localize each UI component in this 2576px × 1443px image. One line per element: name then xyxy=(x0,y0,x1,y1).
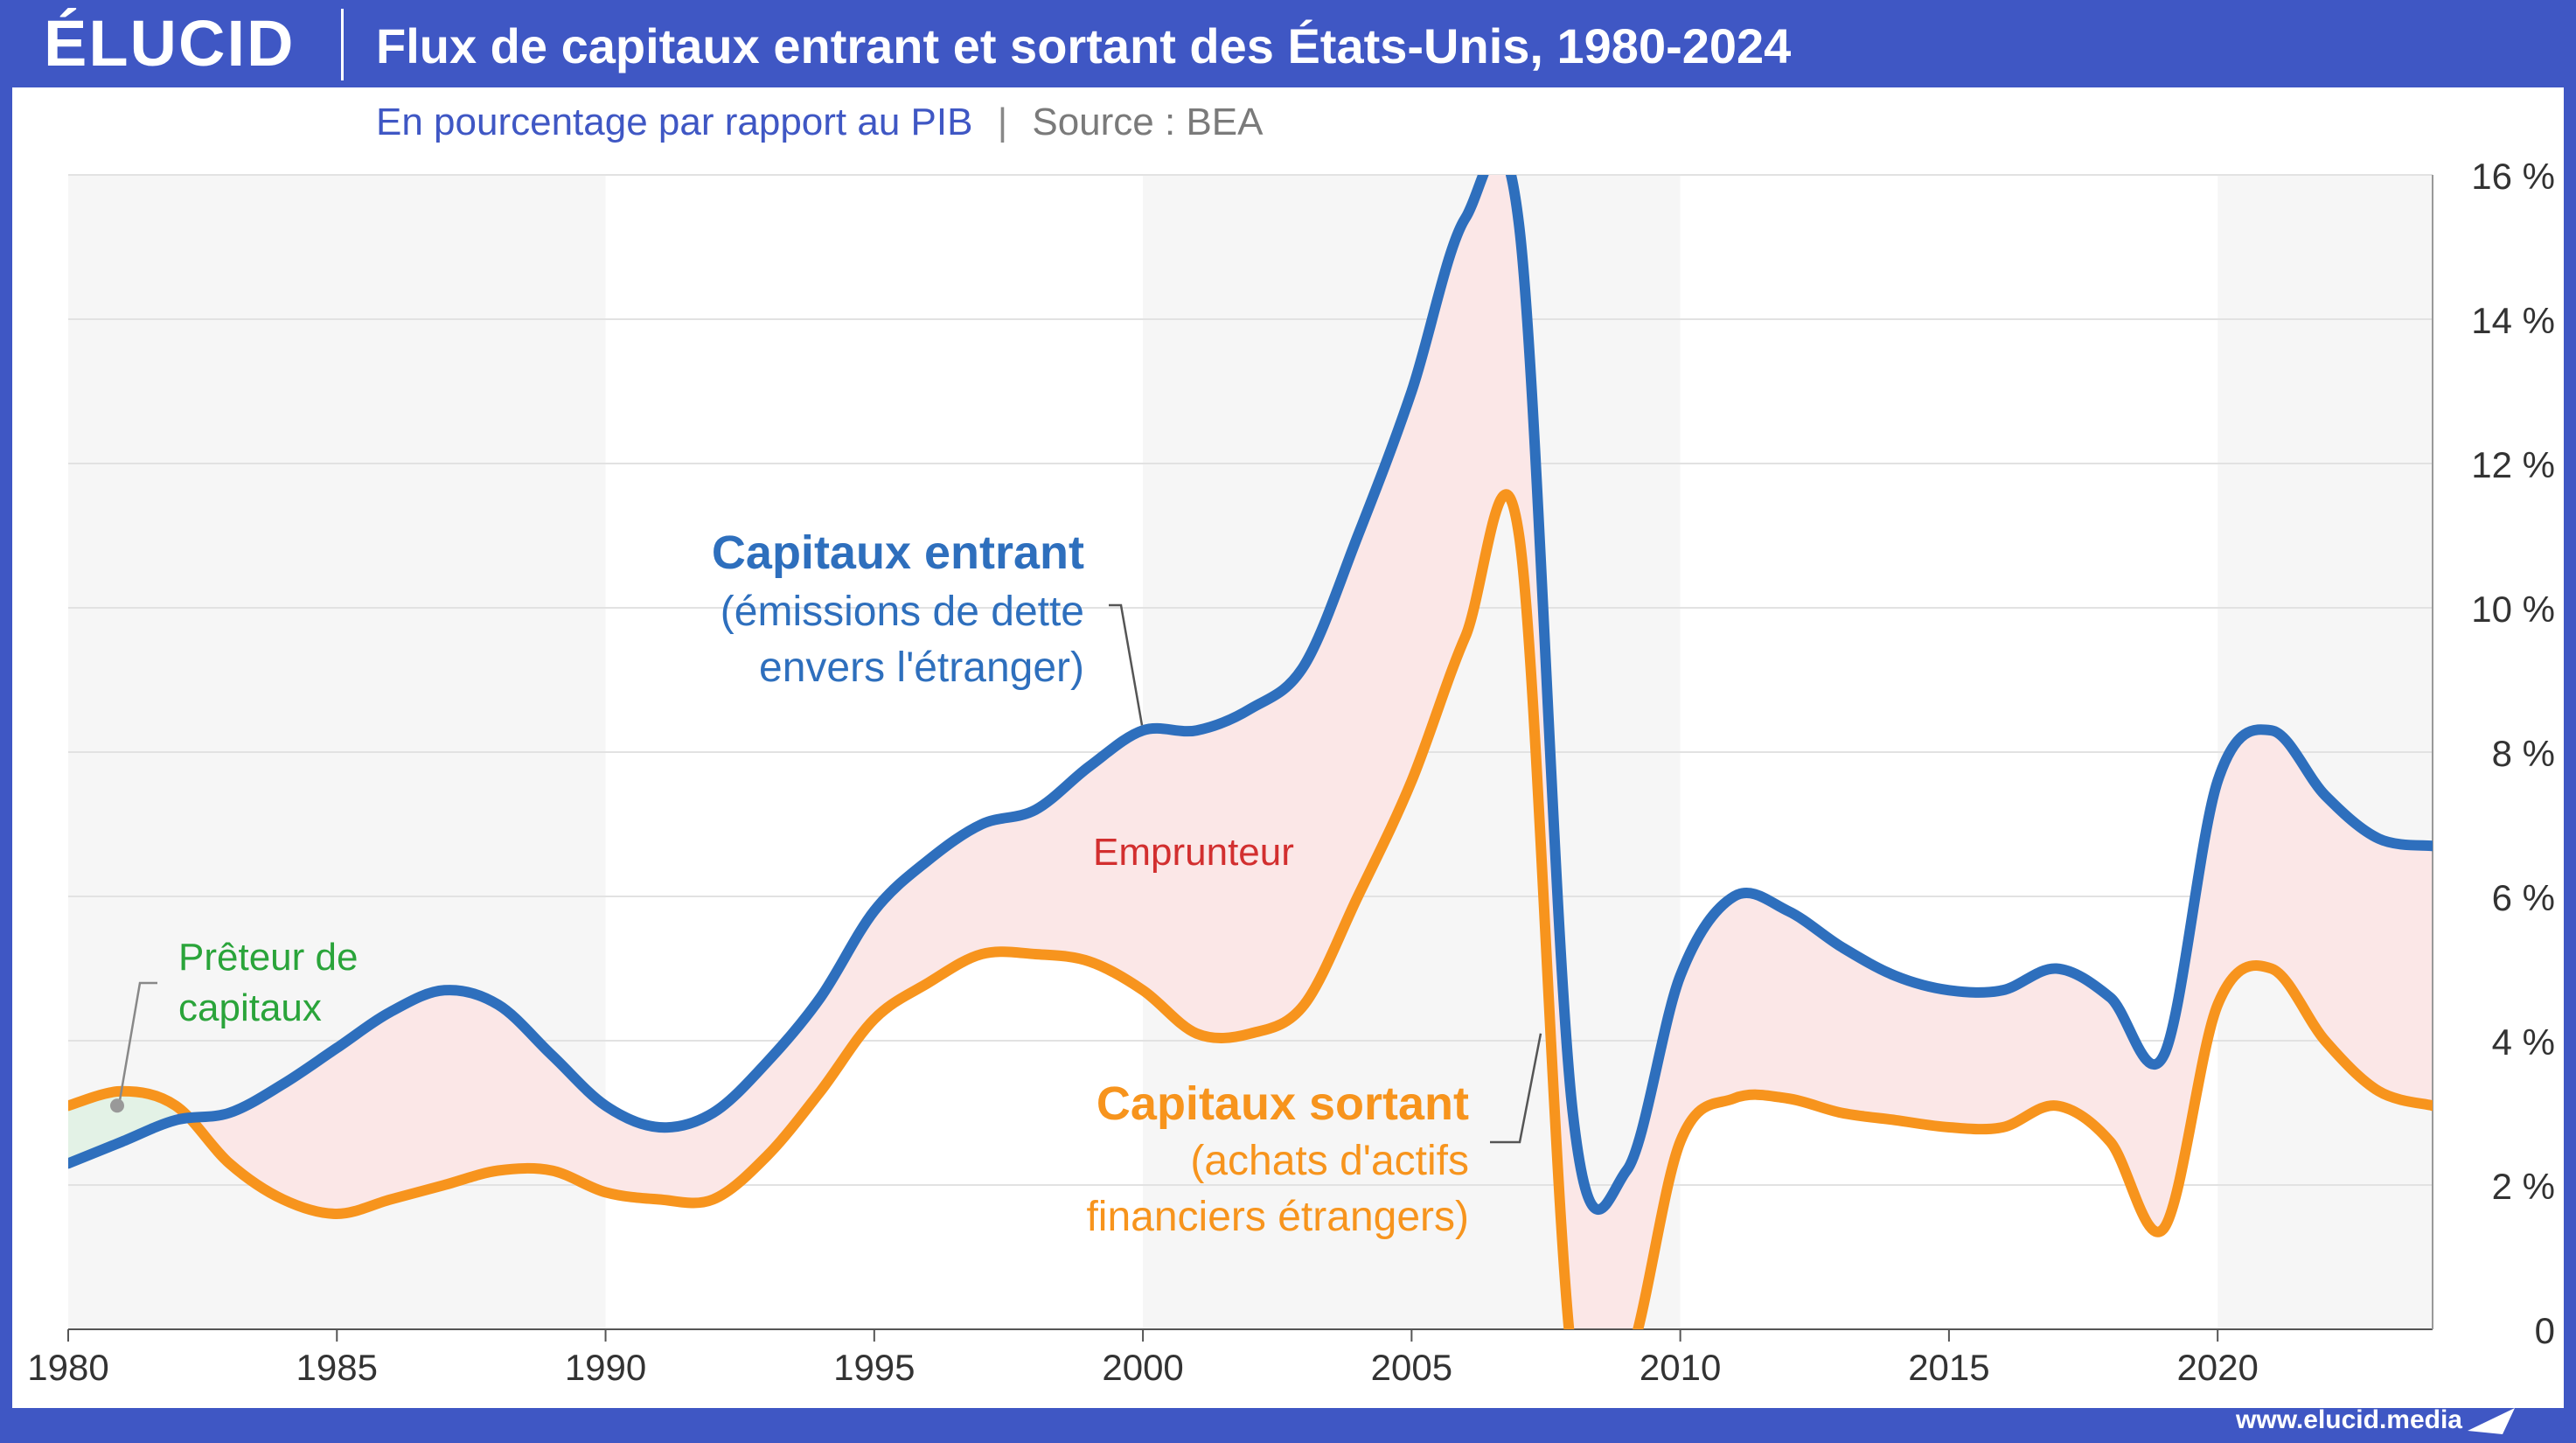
elucid-logo[interactable]: ÉLUCID xyxy=(44,7,296,80)
x-tick-label: 2000 xyxy=(1102,1347,1183,1388)
series-lines xyxy=(68,175,2433,1329)
subtitle-separator: | xyxy=(997,101,1008,143)
lender-marker xyxy=(110,1098,124,1113)
x-tick-label: 2010 xyxy=(1640,1347,1721,1388)
x-tick-label: 1995 xyxy=(833,1347,915,1388)
annotation-leaders xyxy=(110,603,1542,1144)
y-tick-label: 8 % xyxy=(2492,733,2555,774)
outflow-label: Capitaux sortant xyxy=(1096,1077,1469,1130)
outflow-desc-2: financiers étrangers) xyxy=(1086,1194,1469,1240)
source-label: Source : BEA xyxy=(1032,101,1264,143)
x-tick-label: 2015 xyxy=(1908,1347,1989,1388)
outflow-line xyxy=(68,489,2433,1329)
x-tick-label: 1980 xyxy=(27,1347,108,1388)
y-tick-label: 4 % xyxy=(2492,1021,2555,1063)
chart-title: Flux de capitaux entrant et sortant des … xyxy=(376,18,1792,73)
chart-subtitle: En pourcentage par rapport au PIB xyxy=(376,101,973,143)
header-divider xyxy=(341,9,344,80)
header-bar: ÉLUCID Flux de capitaux entrant et sorta… xyxy=(0,0,2576,87)
outflow-desc-1: (achats d'actifs xyxy=(1190,1138,1469,1184)
y-tick-label: 2 % xyxy=(2492,1166,2555,1207)
inflow-line xyxy=(68,175,2433,1215)
x-tick-label: 2020 xyxy=(2176,1347,2258,1388)
y-tick-label: 0 xyxy=(2535,1310,2555,1351)
inflow-label: Capitaux entrant xyxy=(711,526,1084,579)
y-tick-label: 14 % xyxy=(2471,300,2555,341)
borrower-label: Emprunteur xyxy=(1093,831,1294,874)
lender-label-1: Prêteur de xyxy=(178,936,359,979)
x-tick-label: 2005 xyxy=(1371,1347,1452,1388)
x-tick-label: 1990 xyxy=(565,1347,646,1388)
lender-leader xyxy=(117,981,157,1106)
tick-labels: 0 2 % 4 % 6 % 8 % 10 % 12 % 14 % 16 % 1980 1985 199… xyxy=(27,156,2555,1388)
inflow-leader xyxy=(1109,603,1144,726)
axes xyxy=(67,175,2433,1342)
y-tick-label: 12 % xyxy=(2471,444,2555,485)
subtitle-line: En pourcentage par rapport au PIB | Sour… xyxy=(376,98,1264,147)
lender-label-2: capitaux xyxy=(178,986,322,1029)
footer-url[interactable]: www.elucid.media xyxy=(2236,1405,2462,1434)
inflow-desc-2: envers l'étranger) xyxy=(759,645,1084,691)
inflow-desc-1: (émissions de dette xyxy=(720,589,1084,635)
paper-plane-icon xyxy=(2468,1408,2515,1434)
lender-region xyxy=(68,1091,176,1164)
gap-fill xyxy=(68,175,2433,1329)
borrower-region xyxy=(68,175,2433,1329)
x-tick-label: 1985 xyxy=(296,1347,378,1388)
y-tick-label: 6 % xyxy=(2492,877,2555,918)
y-tick-label: 10 % xyxy=(2471,589,2555,630)
y-tick-label: 16 % xyxy=(2471,156,2555,197)
outflow-leader xyxy=(1490,1033,1542,1144)
